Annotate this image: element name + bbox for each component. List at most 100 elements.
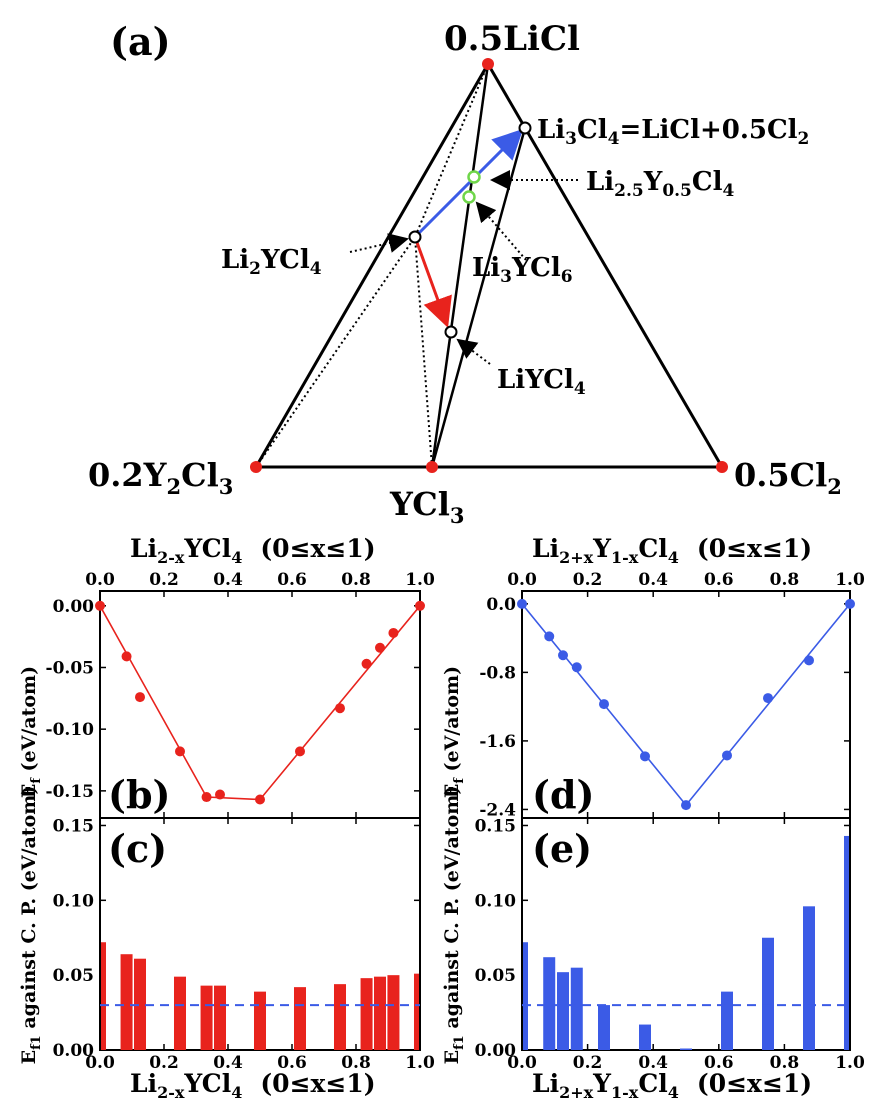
x-tick-label: 0.8: [341, 570, 371, 590]
data-point-d: [558, 650, 568, 661]
x-tick-label: 0.2: [573, 570, 603, 590]
vertex-label-y2cl3: 0.2Y2Cl3: [88, 456, 233, 499]
bar-e: [803, 906, 815, 1050]
y-tick-label: -0.8: [479, 663, 516, 683]
data-point-d: [681, 800, 691, 811]
data-point-b: [135, 692, 145, 703]
data-point-b: [201, 792, 212, 803]
x-tick-label: 0.0: [85, 570, 115, 590]
y-tick-label: 0.15: [53, 816, 94, 836]
left-ylabel-ef: Ef (eV/atom): [18, 666, 44, 798]
red-decomposition-arrow: [413, 236, 452, 328]
x-tick-label: 1.0: [405, 570, 435, 590]
left-top-axis-title: Li2-xYCl4 (0≤x≤1): [130, 534, 376, 567]
bar-c: [120, 954, 133, 1050]
x-tick-label: 1.0: [835, 570, 865, 590]
y-tick-label: 0.05: [475, 966, 516, 986]
tie-line-licl-ycl3: [430, 63, 490, 468]
y-tick-label: 0.10: [53, 891, 95, 911]
y-tick-label: -0.05: [46, 658, 94, 678]
blue-decomposition-arrow: [413, 128, 524, 239]
bar-e: [557, 972, 569, 1050]
data-point-d: [599, 699, 609, 710]
vertex-label-ycl3: YCl3: [389, 485, 465, 528]
y-tick-label: -1.6: [479, 732, 516, 752]
dotted-line-ycl3-li2ycl4: [414, 236, 433, 468]
vertex-label-cl2: 0.5Cl2: [734, 456, 842, 499]
bar-e: [570, 967, 583, 1050]
left-bottom-axis-title: Li2-xYCl4 (0≤x≤1): [130, 1069, 376, 1102]
vertex-ycl3-dot: [426, 461, 438, 473]
left-ylabel-ef1: Ef1 against C. P. (eV/atom): [18, 786, 44, 1065]
bar-e: [844, 835, 849, 1050]
bar-e: [639, 1024, 651, 1050]
panel-label-d: (d): [532, 772, 595, 817]
panel-label-c: (c): [108, 826, 167, 871]
bar-c: [200, 985, 213, 1050]
x-tick-label: 0.0: [507, 1053, 537, 1073]
data-point-b: [375, 642, 385, 653]
label-li3ycl6: Li3YCl6: [472, 253, 573, 287]
li3ycl6-point: [462, 190, 476, 204]
bar-c: [214, 985, 226, 1050]
y-tick-label: 0.0: [486, 595, 516, 615]
bar-e: [523, 942, 528, 1050]
li2ycl4-point: [408, 230, 422, 244]
x-tick-label: 0.8: [770, 570, 800, 590]
right-bottom-axis-title: Li2+xY1-xCl4 (0≤x≤1): [532, 1069, 812, 1102]
vertex-label-licl: 0.5LiCl: [444, 19, 580, 59]
panel-label-a: (a): [110, 19, 171, 64]
bar-c: [134, 958, 146, 1050]
bar-c: [254, 991, 266, 1050]
data-point-d: [763, 693, 773, 704]
x-tick-label: 0.4: [213, 1053, 243, 1073]
bar-e: [762, 937, 774, 1050]
data-point-b: [95, 600, 105, 611]
pointer-li2ycl4: [349, 233, 409, 253]
x-tick-label: 0.2: [573, 1053, 603, 1073]
bar-e: [680, 1048, 692, 1050]
x-tick-label: 0.6: [277, 570, 307, 590]
data-point-b: [121, 651, 132, 662]
data-point-d: [845, 598, 855, 609]
bar-c: [101, 942, 106, 1050]
data-point-d: [722, 750, 732, 761]
bar-c: [414, 973, 419, 1050]
right-ylabel-ef: Ef (eV/atom): [441, 666, 467, 798]
bar-c: [360, 978, 373, 1050]
li3cl4-point: [518, 121, 532, 135]
y-tick-label: -0.15: [46, 782, 94, 802]
data-point-d: [517, 598, 527, 609]
x-tick-label: 0.8: [341, 1053, 371, 1073]
y-tick-label: 0.10: [475, 891, 517, 911]
label-li2ycl4: Li2YCl4: [221, 245, 322, 279]
data-point-b: [361, 658, 372, 669]
pointer-liycl4: [456, 338, 491, 365]
y-tick-label: 0.05: [53, 966, 94, 986]
bar-c: [334, 984, 346, 1050]
bar-c: [294, 987, 306, 1050]
triangle-edge-left: [254, 63, 490, 468]
data-point-d: [640, 751, 650, 762]
charts-layer: 0.0 0.2 0.4 0.6 0.8 1.0 0.00 -0.05 -0.10 -0.15 (b)…: [46, 570, 865, 1073]
vertex-y2cl3-dot: [250, 461, 262, 473]
data-point-b: [175, 746, 185, 757]
data-point-d: [571, 662, 582, 673]
y-tick-label: 0.15: [475, 816, 516, 836]
dotted-line-licl-li2ycl4: [414, 63, 489, 238]
liycl4-point: [444, 325, 458, 339]
vertex-licl-dot: [482, 58, 494, 70]
x-tick-label: 0.4: [638, 570, 668, 590]
y-tick-label: 0.00: [53, 1041, 95, 1061]
convex-hull-line-b: [99, 605, 421, 801]
panel-label-b: (b): [108, 772, 171, 817]
x-tick-label: 0.0: [85, 1053, 115, 1073]
x-tick-label: 1.0: [405, 1053, 435, 1073]
x-tick-label: 0.2: [149, 570, 179, 590]
x-tick-label: 0.0: [507, 570, 537, 590]
bar-c: [374, 976, 386, 1050]
x-tick-label: 0.6: [277, 1053, 307, 1073]
y-tick-label: -0.10: [46, 720, 95, 740]
